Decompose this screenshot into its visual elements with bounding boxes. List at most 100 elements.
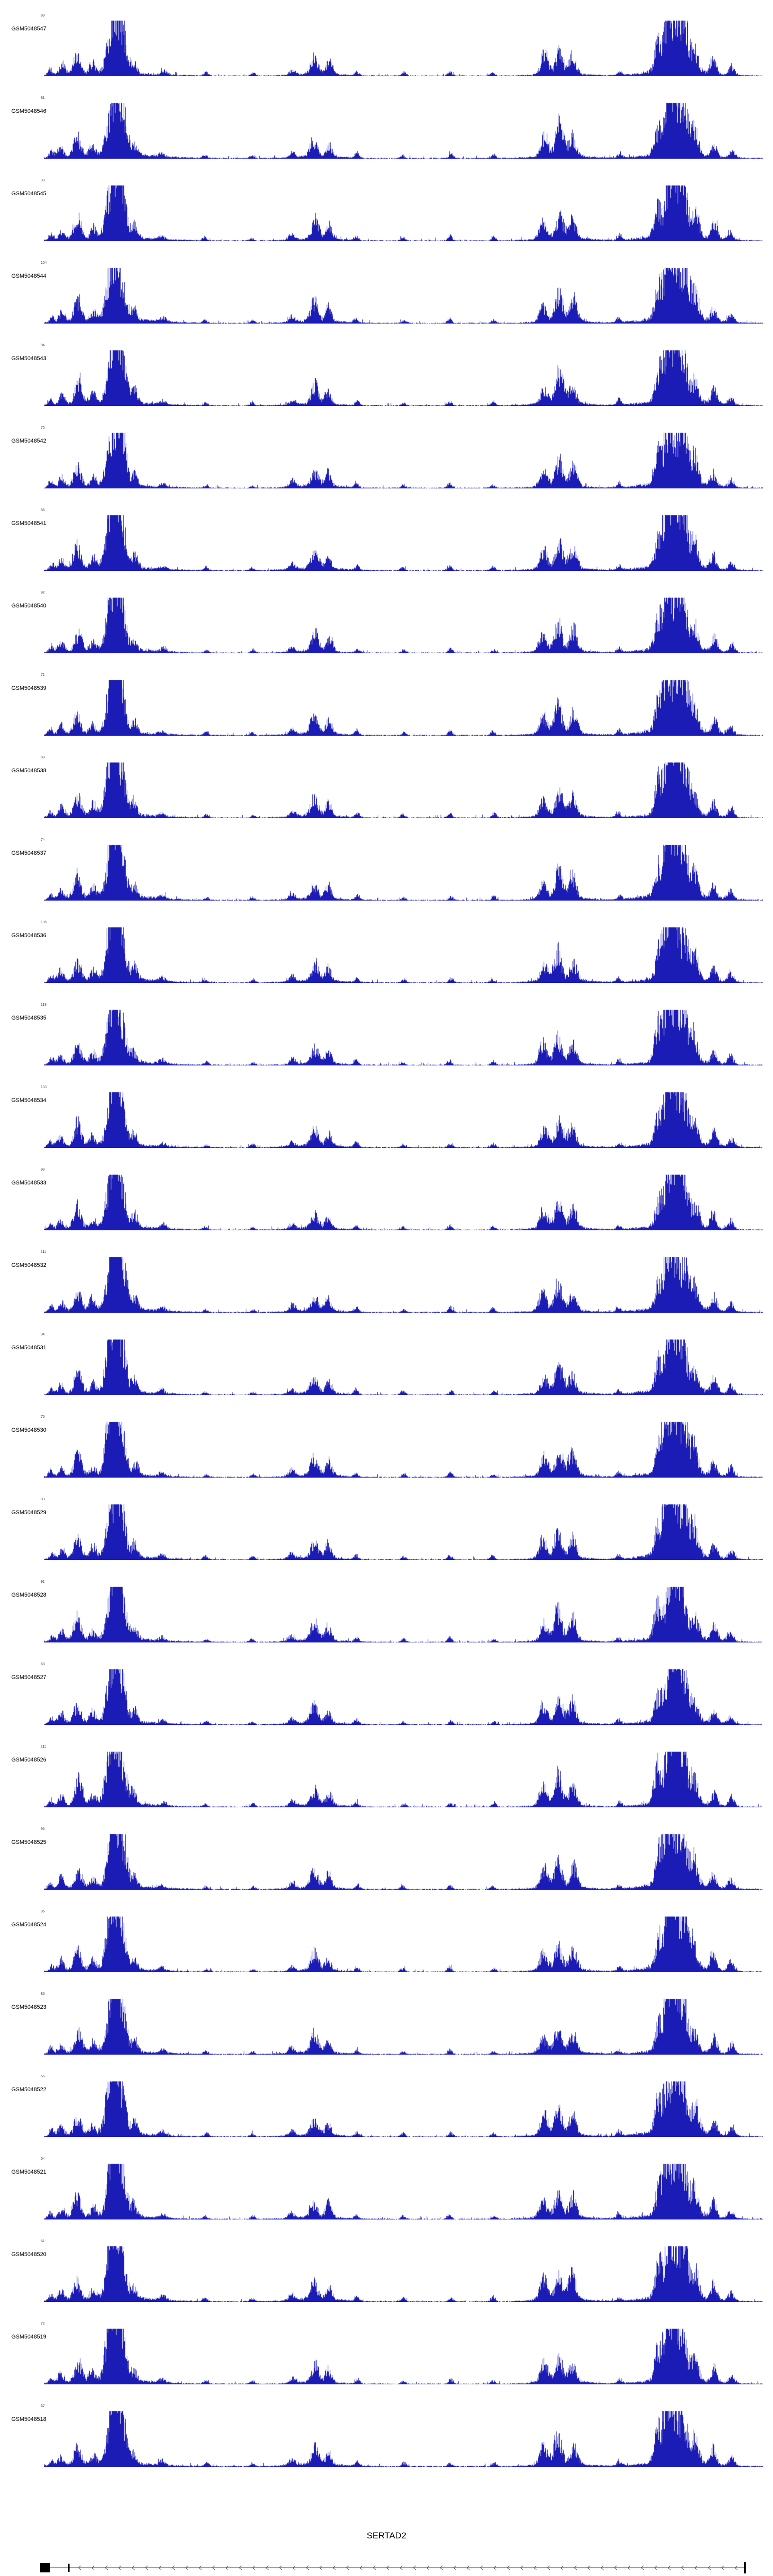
track-plot: 65 [41,2075,763,2137]
track-ymax-value: 71 [41,673,45,677]
track-ymax-value: 74 [41,838,45,842]
signal-canvas [44,101,763,159]
track-label: GSM5048543 [11,355,46,362]
track-ymax-value: 84 [41,344,45,347]
track-plot: 96 [41,1827,763,1890]
strand-arrow-icon [708,2565,711,2570]
signal-tracks: GSM5048547 89 GSM5048546 81 GSM5048545 9… [0,14,773,2487]
track-label: GSM5048529 [11,1510,46,1516]
track-plot: 83 [41,1498,763,1560]
strand-arrow-icon [319,2565,323,2570]
strand-arrow-icon [225,2565,229,2570]
track-label: GSM5048538 [11,768,46,774]
strand-arrow-icon [91,2565,95,2570]
signal-canvas [44,1090,763,1148]
strand-arrow-icon [654,2565,658,2570]
strand-arrow-icon [641,2565,644,2570]
track-ymax-value: 88 [41,756,45,759]
strand-arrow-icon [105,2565,108,2570]
track-label: GSM5048545 [11,191,46,197]
signal-track-row: GSM5048532 111 [0,1250,773,1333]
track-plot: 111 [41,1745,763,1807]
signal-track-row: GSM5048534 133 [0,1086,773,1168]
track-ymax-value: 85 [41,1992,45,1996]
signal-track-row: GSM5048527 68 [0,1663,773,1745]
track-ymax-value: 72 [41,2322,45,2326]
signal-track-row: GSM5048545 98 [0,179,773,262]
track-plot: 91 [41,1580,763,1642]
signal-track-row: GSM5048533 93 [0,1168,773,1251]
signal-canvas [44,348,763,406]
track-ymax-value: 68 [41,1663,45,1666]
track-label: GSM5048523 [11,2004,46,2010]
signal-track-row: GSM5048547 89 [0,14,773,97]
track-plot: 95 [41,1910,763,1972]
signal-track-row: GSM5048524 95 [0,1910,773,1993]
strand-arrow-icon [547,2565,550,2570]
track-label: GSM5048536 [11,933,46,939]
track-label: GSM5048537 [11,850,46,856]
track-label: GSM5048528 [11,1592,46,1598]
strand-arrow-icon [198,2565,202,2570]
strand-arrow-icon [265,2565,269,2570]
signal-canvas [44,2327,763,2384]
track-plot: 94 [41,1333,763,1395]
track-label: GSM5048534 [11,1097,46,1104]
gene-end-tick [744,2562,746,2573]
signal-canvas [44,2409,763,2467]
signal-canvas [44,1337,763,1395]
signal-canvas [44,1832,763,1890]
strand-arrow-icon [600,2565,604,2570]
strand-arrow-icon [172,2565,175,2570]
strand-arrow-icon [332,2565,336,2570]
signal-track-row: GSM5048530 75 [0,1415,773,1498]
signal-canvas [44,843,763,901]
strand-arrow-icon [306,2565,309,2570]
track-ymax-value: 111 [41,1250,46,1254]
track-plot: 85 [41,1992,763,2055]
track-ymax-value: 111 [41,1745,46,1749]
signal-track-row: GSM5048538 88 [0,756,773,839]
track-ymax-value: 65 [41,2075,45,2078]
track-plot: 89 [41,14,763,76]
signal-track-row: GSM5048525 96 [0,1827,773,1910]
track-label: GSM5048539 [11,685,46,691]
signal-track-row: GSM5048544 104 [0,261,773,344]
signal-track-row: GSM5048540 92 [0,591,773,674]
signal-canvas [44,1420,763,1478]
track-ymax-value: 104 [41,261,47,265]
track-ymax-value: 133 [41,1086,47,1089]
track-plot: 71 [41,673,763,736]
signal-track-row: GSM5048535 113 [0,1003,773,1086]
strand-arrow-icon [574,2565,577,2570]
strand-arrow-icon [493,2565,497,2570]
track-ymax-value: 54 [41,2157,45,2161]
signal-track-row: GSM5048528 91 [0,1580,773,1663]
track-label: GSM5048520 [11,2251,46,2258]
track-ymax-value: 94 [41,1333,45,1336]
track-label: GSM5048526 [11,1757,46,1763]
strand-arrow-icon [520,2565,524,2570]
track-plot: 92 [41,591,763,653]
track-plot: 111 [41,1250,763,1313]
strand-arrow-icon [734,2565,738,2570]
strand-arrow-icon [252,2565,256,2570]
track-plot: 98 [41,179,763,241]
signal-canvas [44,431,763,488]
strand-arrow-icon [346,2565,349,2570]
strand-arrow-icon [118,2565,122,2570]
track-ymax-value: 61 [41,2240,45,2243]
track-ymax-value: 92 [41,591,45,595]
track-plot: 61 [41,2240,763,2302]
track-plot: 81 [41,96,763,159]
track-label: GSM5048530 [11,1427,46,1433]
strand-arrow-icon [399,2565,403,2570]
track-ymax-value: 98 [41,179,45,182]
strand-arrow-icon [466,2565,470,2570]
track-ymax-value: 89 [41,14,45,18]
gene-model [40,2562,746,2573]
strand-arrow-icon [426,2565,430,2570]
track-label: GSM5048519 [11,2334,46,2340]
strand-arrow-icon [694,2565,698,2570]
strand-arrow-icon [681,2565,684,2570]
